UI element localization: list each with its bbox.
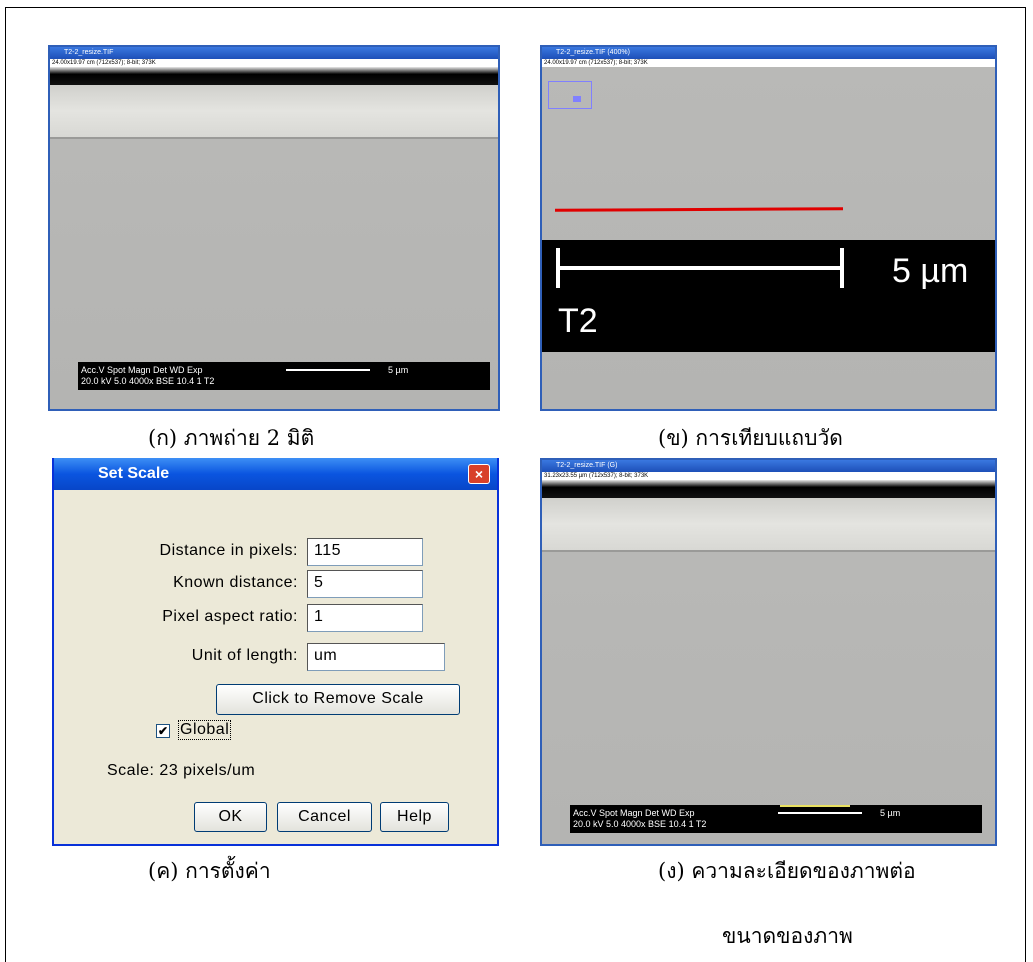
sem-label: Acc.V Spot Magn Det WD Exp [81, 365, 203, 375]
image-info: 31.23x23.55 µm (712x537); 8-bit; 373K [542, 472, 995, 480]
sem-top-layer [542, 480, 995, 498]
window-title: T2-2_resize.TIF (400%) [542, 47, 995, 59]
image-info: 24.00x19.97 cm (712x537); 8-bit; 373K [50, 59, 498, 67]
scale-label: 5 µm [892, 252, 968, 291]
text-input[interactable]: 115 [307, 538, 423, 566]
navigator-view [573, 96, 581, 102]
scale-bar-end [556, 248, 560, 288]
measure-line [555, 207, 843, 212]
help-button[interactable]: Help [380, 802, 449, 832]
dialog-title: Set Scale [54, 458, 497, 490]
sem-info-bar: Acc.V Spot Magn Det WD Exp 20.0 kV 5.0 4… [78, 362, 490, 390]
sem-top-layer [50, 67, 498, 85]
sem-label: 20.0 kV 5.0 4000x BSE 10.4 1 T2 [81, 376, 214, 386]
image-info: 24.00x19.97 cm (712x537); 8-bit; 373K [542, 59, 995, 67]
sem-label: 20.0 kV 5.0 4000x BSE 10.4 1 T2 [573, 819, 706, 829]
text-input[interactable]: 5 [307, 570, 423, 598]
sem-image: Acc.V Spot Magn Det WD Exp 20.0 kV 5.0 4… [50, 67, 498, 409]
text-input[interactable]: 1 [307, 604, 423, 632]
image-window: T2-2_resize.TIF (400%) 24.00x19.97 cm (7… [540, 45, 997, 411]
caption: (ข) การเทียบแถบวัด [658, 422, 843, 455]
scale-bar-end [840, 248, 844, 288]
caption: (ก) ภาพถ่าย 2 มิติ [148, 422, 314, 455]
sem-label: Acc.V Spot Magn Det WD Exp [573, 808, 695, 818]
window-title: T2-2_resize.TIF (G) [542, 460, 995, 472]
caption: (ค) การตั้งค่า [148, 855, 271, 888]
scale-text: Scale: 23 pixels/um [107, 762, 255, 780]
sem-info-bar: 5 µm T2 [542, 240, 995, 352]
scale-label: 5 µm [880, 808, 900, 818]
checkbox[interactable]: ✔ [156, 724, 170, 738]
sem-image: 5 µm T2 [542, 67, 995, 409]
field-label: Pixel aspect ratio: [98, 608, 298, 626]
navigator [548, 81, 592, 109]
sem-coating [542, 498, 995, 552]
scale-bar [556, 266, 844, 270]
sem-info-bar: Acc.V Spot Magn Det WD Exp 20.0 kV 5.0 4… [570, 805, 982, 833]
scale-label: 5 µm [388, 365, 408, 375]
checkbox-label[interactable]: Global [178, 720, 231, 740]
field-label: Distance in pixels: [98, 542, 298, 560]
sem-image: Acc.V Spot Magn Det WD Exp 20.0 kV 5.0 4… [542, 480, 995, 844]
caption: (ง) ความละเอียดของภาพต่อ [658, 855, 916, 888]
field-label: Known distance: [98, 574, 298, 592]
image-window: T2-2_resize.TIF 24.00x19.97 cm (712x537)… [48, 45, 500, 411]
caption: ขนาดของภาพ [722, 920, 853, 953]
image-window: T2-2_resize.TIF (G) 31.23x23.55 µm (712x… [540, 458, 997, 846]
sem-coating [50, 85, 498, 139]
page: T2-2_resize.TIF 24.00x19.97 cm (712x537)… [0, 0, 1033, 962]
sample-label: T2 [558, 302, 598, 341]
measure-line [780, 805, 850, 807]
text-input[interactable]: um [307, 643, 445, 671]
field-label: Unit of length: [98, 647, 298, 665]
ok-button[interactable]: OK [194, 802, 267, 832]
scale-bar [778, 812, 862, 814]
close-button[interactable]: × [468, 464, 490, 484]
scale-bar [286, 369, 370, 371]
remove-scale-button[interactable]: Click to Remove Scale [216, 684, 460, 715]
dialog: Set Scale × Distance in pixels: 115 Know… [52, 458, 499, 846]
cancel-button[interactable]: Cancel [277, 802, 372, 832]
window-title: T2-2_resize.TIF [50, 47, 498, 59]
